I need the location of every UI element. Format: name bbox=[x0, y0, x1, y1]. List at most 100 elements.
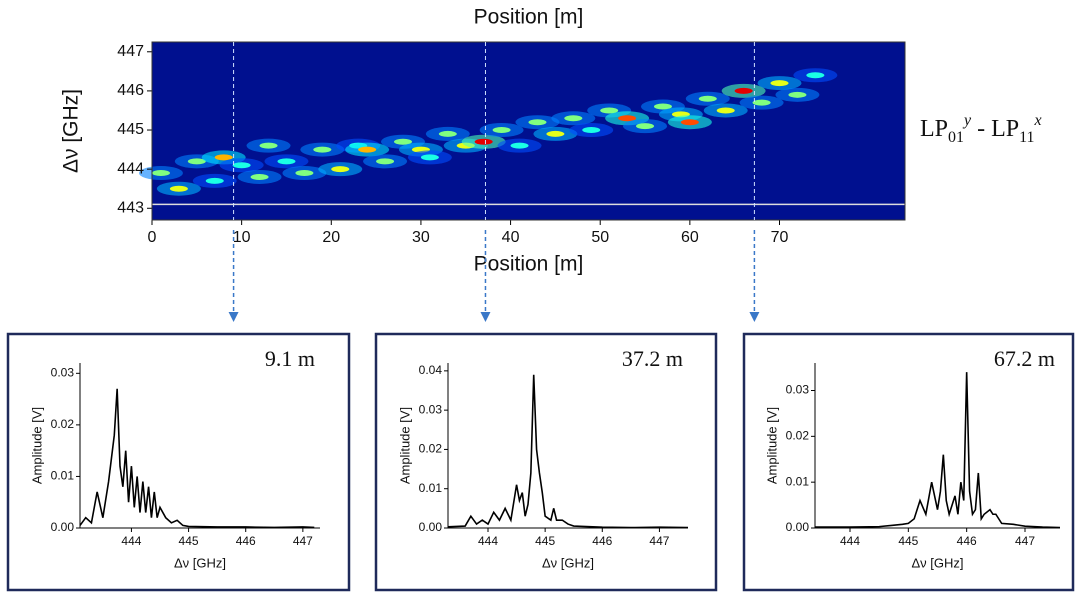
y-tick-label: 0.01 bbox=[786, 474, 810, 488]
heat-spot bbox=[151, 170, 170, 177]
heat-spot bbox=[698, 95, 717, 102]
x-tick-label: 446 bbox=[957, 534, 977, 548]
spectrum-line bbox=[79, 388, 315, 529]
y-axis-title: Amplitude [V] bbox=[29, 407, 44, 484]
y-tick-label: 446 bbox=[117, 82, 144, 99]
y-axis-title: Amplitude [V] bbox=[397, 407, 412, 484]
mode-label-part: 11 bbox=[1019, 129, 1034, 146]
y-tick-label: 443 bbox=[117, 199, 144, 216]
mode-label-part: LP bbox=[920, 116, 948, 142]
x-axis-title-top: Position [m] bbox=[474, 6, 584, 29]
heat-spot bbox=[806, 72, 825, 79]
y-tick-label: 0.01 bbox=[51, 469, 75, 483]
panel-frame bbox=[6, 332, 351, 592]
y-tick-label: 0.02 bbox=[786, 429, 810, 443]
x-tick-label: 446 bbox=[592, 534, 612, 548]
heat-spot bbox=[313, 146, 332, 153]
heat-spot bbox=[510, 142, 529, 149]
x-tick-label: 447 bbox=[1015, 534, 1035, 548]
x-axis-title: Position [m] bbox=[474, 253, 584, 276]
mode-label-part: x bbox=[1034, 112, 1042, 129]
y-tick-label: 444 bbox=[117, 160, 144, 177]
heat-spot bbox=[492, 127, 511, 134]
heat-spot bbox=[582, 127, 601, 134]
y-tick-label: 447 bbox=[117, 43, 144, 60]
y-tick-label: 0.00 bbox=[51, 520, 75, 534]
heat-spot bbox=[680, 119, 699, 126]
x-tick-label: 20 bbox=[322, 229, 340, 246]
heat-spot bbox=[474, 138, 493, 145]
x-tick-label: 447 bbox=[649, 534, 669, 548]
heat-spot bbox=[528, 119, 547, 126]
mode-label-part: - LP bbox=[971, 116, 1019, 142]
panel-frame bbox=[374, 332, 718, 592]
mode-label-part: y bbox=[962, 112, 972, 129]
y-tick-label: 0.00 bbox=[786, 520, 810, 534]
heat-spot bbox=[618, 115, 637, 122]
panel-frame bbox=[742, 332, 1075, 592]
x-tick-label: 10 bbox=[233, 229, 251, 246]
x-tick-label: 50 bbox=[591, 229, 609, 246]
marker-arrowhead bbox=[480, 312, 491, 322]
heat-spot bbox=[277, 158, 296, 165]
heat-spot bbox=[394, 138, 412, 145]
y-tick-label: 0.03 bbox=[786, 383, 810, 397]
x-tick-label: 70 bbox=[771, 229, 789, 246]
heatmap-background bbox=[152, 42, 905, 220]
y-tick-label: 0.00 bbox=[419, 520, 443, 534]
mode-label-part: 01 bbox=[948, 129, 964, 146]
y-tick-label: 0.03 bbox=[51, 365, 75, 379]
heat-spot bbox=[205, 177, 224, 184]
marker-arrowhead bbox=[228, 312, 239, 322]
heat-spot bbox=[358, 146, 377, 153]
heat-spot bbox=[546, 130, 565, 137]
heat-spot bbox=[331, 166, 350, 173]
heat-spot bbox=[376, 158, 395, 165]
heat-spot bbox=[653, 103, 672, 110]
y-tick-label: 0.02 bbox=[419, 442, 443, 456]
y-tick-label: 0.04 bbox=[419, 363, 443, 377]
heat-spot bbox=[438, 130, 457, 137]
heat-spot bbox=[420, 154, 439, 161]
panel-annotation: 37.2 m bbox=[622, 346, 683, 371]
panel-annotation: 9.1 m bbox=[265, 346, 315, 371]
x-axis-title: Δν [GHz] bbox=[542, 555, 594, 570]
heat-spot bbox=[564, 115, 583, 122]
x-tick-label: 0 bbox=[148, 229, 157, 246]
heat-spot bbox=[232, 162, 251, 169]
spectrum-line bbox=[447, 374, 689, 529]
x-tick-label: 447 bbox=[293, 534, 313, 548]
x-tick-label: 444 bbox=[478, 534, 498, 548]
x-tick-label: 444 bbox=[840, 534, 860, 548]
heat-spot bbox=[752, 99, 771, 106]
x-tick-label: 445 bbox=[179, 534, 199, 548]
y-axis-title: Δν [GHz] bbox=[60, 89, 83, 173]
x-tick-label: 445 bbox=[898, 534, 918, 548]
x-tick-label: 446 bbox=[236, 534, 256, 548]
y-axis-title: Amplitude [V] bbox=[764, 407, 779, 484]
x-tick-label: 445 bbox=[535, 534, 555, 548]
x-axis-title: Δν [GHz] bbox=[911, 555, 963, 570]
y-tick-label: 0.01 bbox=[419, 481, 443, 495]
heat-spot bbox=[187, 158, 206, 165]
x-tick-label: 444 bbox=[121, 534, 141, 548]
heat-spot bbox=[169, 185, 188, 192]
spectrum-line bbox=[815, 372, 1061, 529]
heat-spot bbox=[770, 80, 789, 87]
mode-label: LP01y - LP11x bbox=[920, 112, 1042, 146]
heat-spot bbox=[250, 173, 269, 180]
x-tick-label: 30 bbox=[412, 229, 430, 246]
x-tick-label: 60 bbox=[681, 229, 699, 246]
plot-frame bbox=[151, 41, 906, 221]
marker-arrowhead bbox=[749, 312, 760, 322]
heat-spot bbox=[259, 142, 278, 149]
panel-annotation: 67.2 m bbox=[994, 346, 1055, 371]
x-tick-label: 40 bbox=[502, 229, 520, 246]
heat-spot bbox=[716, 107, 735, 114]
y-tick-label: 0.03 bbox=[419, 402, 443, 416]
heat-spot bbox=[295, 170, 314, 177]
x-axis-title: Δν [GHz] bbox=[174, 555, 226, 570]
y-tick-label: 445 bbox=[117, 121, 144, 138]
